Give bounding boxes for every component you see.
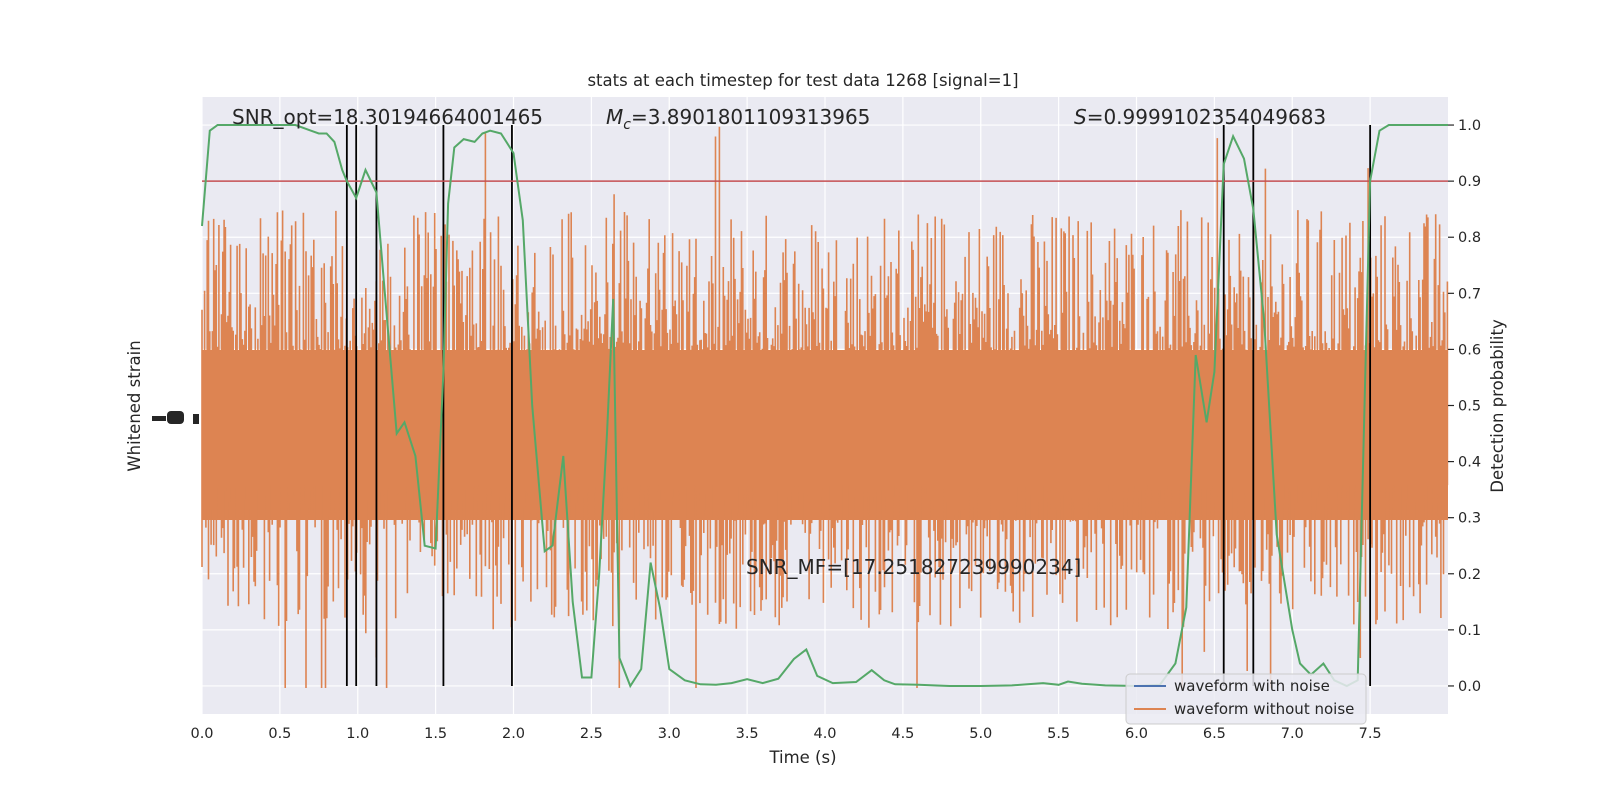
legend-label-with-noise: waveform with noise: [1174, 677, 1330, 695]
x-axis-ticks: 0.0 0.5 1.0 1.5 2.0 2.5 3.0 3.5 4.0 4.5 5.0 5.5 6.0 6…: [190, 726, 1381, 742]
snr-opt-annotation: SNR_opt=18.30194664001465: [232, 105, 543, 129]
x-tick-label-10: 5.0: [969, 726, 992, 742]
y-tick-label-1: 0.1: [1458, 623, 1481, 639]
left-y-tick-glyph-2: [193, 414, 199, 424]
left-y-axis-label: Whitened strain: [125, 340, 144, 471]
chart-title: stats at each timestep for test data 126…: [587, 71, 1018, 90]
x-tick-label-11: 5.5: [1047, 726, 1070, 742]
x-tick-label-3: 1.5: [424, 726, 447, 742]
x-tick-label-6: 3.0: [658, 726, 681, 742]
y-tick-label-4: 0.4: [1458, 455, 1481, 471]
x-tick-label-9: 4.5: [891, 726, 914, 742]
y-tick-label-5: 0.5: [1458, 399, 1481, 415]
y-tick-label-8: 0.8: [1458, 230, 1481, 246]
x-tick-label-15: 7.5: [1359, 726, 1382, 742]
x-tick-label-8: 4.0: [813, 726, 836, 742]
right-y-axis-label: Detection probability: [1488, 319, 1507, 493]
x-tick-label-7: 3.5: [736, 726, 759, 742]
y-tick-label-9: 0.9: [1458, 174, 1481, 190]
y-tick-label-6: 0.6: [1458, 342, 1481, 358]
y-tick-label-2: 0.2: [1458, 567, 1481, 583]
vertical-markers: [345, 125, 1372, 686]
left-y-tick-marks: [152, 416, 166, 421]
left-y-tick-glyph: [167, 411, 184, 424]
x-tick-label-13: 6.5: [1203, 726, 1226, 742]
x-tick-label-14: 7.0: [1281, 726, 1304, 742]
x-tick-label-2: 1.0: [346, 726, 369, 742]
legend-box: [1125, 673, 1367, 725]
y-tick-label-7: 0.7: [1458, 286, 1481, 302]
right-y-axis-ticks: 0.0 0.1 0.2 0.3 0.4 0.5 0.6 0.7 0.8 0.9 1.0: [1448, 118, 1481, 695]
chirp-mass-annotation: Mc=3.8901801109313965: [606, 105, 870, 133]
x-tick-label-0: 0.0: [190, 726, 213, 742]
x-tick-label-5: 2.5: [580, 726, 603, 742]
x-tick-label-12: 6.0: [1125, 726, 1148, 742]
x-tick-label-4: 2.0: [502, 726, 525, 742]
x-axis-label: Time (s): [768, 748, 836, 767]
detection-probability-line: [201, 124, 1448, 689]
y-tick-label-10: 1.0: [1458, 118, 1481, 134]
x-tick-label-1: 0.5: [268, 726, 291, 742]
snr-mf-annotation: SNR_MF=[17.251827239990234]: [746, 555, 1081, 579]
y-tick-label-3: 0.3: [1458, 511, 1481, 527]
legend-label-without-noise: waveform without noise: [1174, 700, 1354, 718]
y-tick-label-0: 0.0: [1458, 679, 1481, 695]
strain-waveform-layer: [201, 126, 1449, 688]
s-annotation: S=0.9999102354049683: [1074, 105, 1326, 129]
legend: waveform with noise waveform without noi…: [1125, 673, 1367, 725]
strain-waveform-without-noise: [201, 126, 1449, 688]
